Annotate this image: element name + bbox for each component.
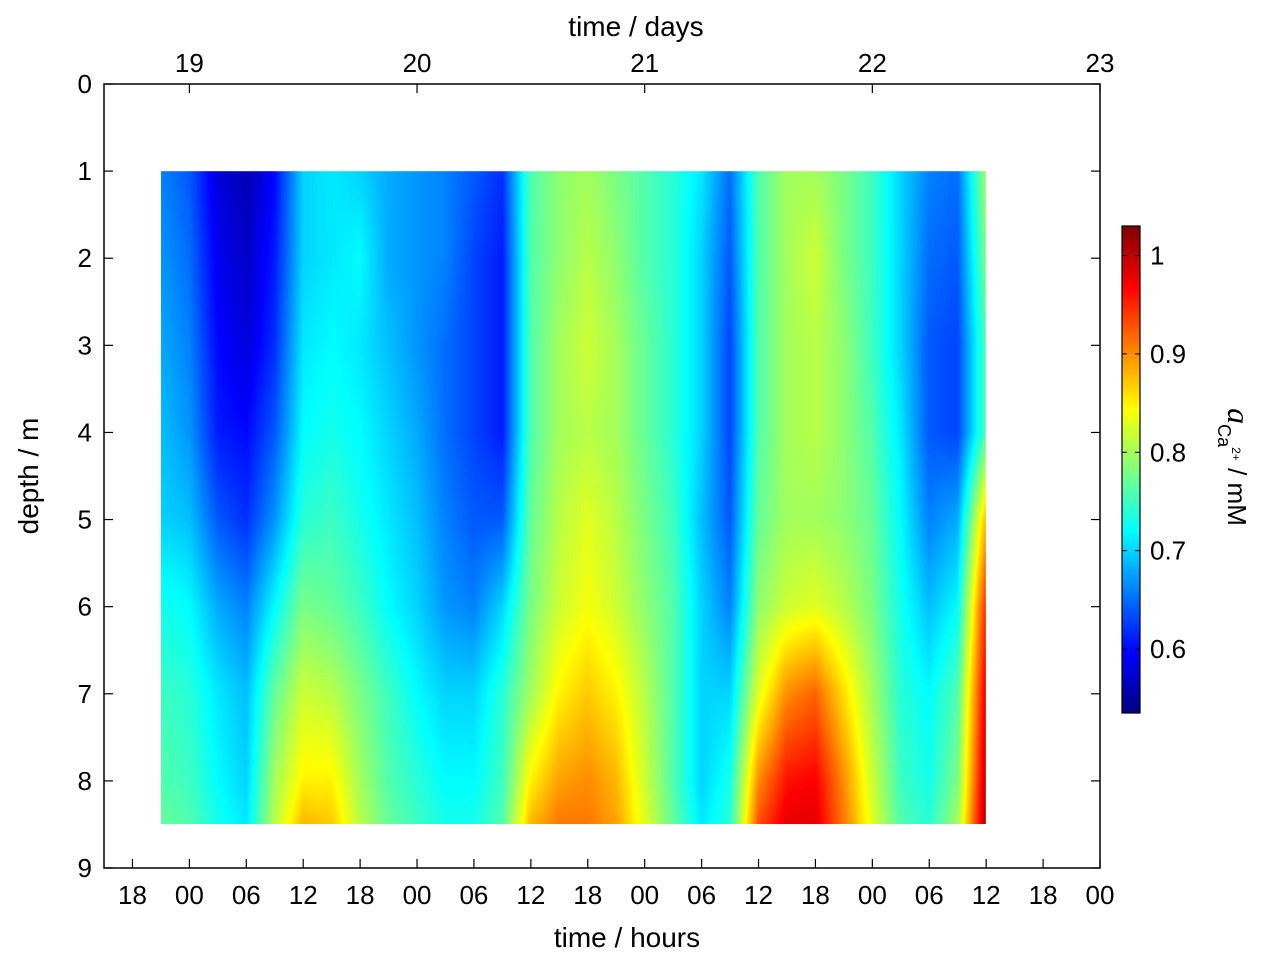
colorbar-title: aCa2+ / mM bbox=[1214, 408, 1257, 526]
bottom-tick-label: 06 bbox=[687, 880, 716, 910]
bottom-tick-label: 18 bbox=[573, 880, 602, 910]
bottom-tick-label: 06 bbox=[232, 880, 261, 910]
colorbar-tick-label: 0.6 bbox=[1150, 634, 1186, 664]
x-axis-title-top: time / days bbox=[568, 11, 703, 42]
bottom-tick-label: 12 bbox=[289, 880, 318, 910]
y-axis-title: depth / m bbox=[13, 418, 44, 535]
bottom-tick-label: 12 bbox=[744, 880, 773, 910]
left-tick-label: 2 bbox=[78, 243, 92, 273]
bottom-tick-label: 18 bbox=[118, 880, 147, 910]
bottom-tick-label: 00 bbox=[403, 880, 432, 910]
left-tick-label: 3 bbox=[78, 330, 92, 360]
left-tick-label: 5 bbox=[78, 505, 92, 535]
bottom-tick-label: 18 bbox=[801, 880, 830, 910]
plot-frame bbox=[103, 83, 1101, 869]
bottom-tick-label: 00 bbox=[858, 880, 887, 910]
top-tick-label: 23 bbox=[1086, 48, 1115, 78]
bottom-tick-label: 12 bbox=[516, 880, 545, 910]
bottom-tick-label: 00 bbox=[630, 880, 659, 910]
top-tick-label: 19 bbox=[175, 48, 204, 78]
top-tick-label: 21 bbox=[630, 48, 659, 78]
colorbar-title-subscript: Ca bbox=[1214, 424, 1234, 448]
bottom-tick-label: 00 bbox=[1086, 880, 1115, 910]
left-tick-label: 0 bbox=[78, 69, 92, 99]
left-tick-label: 7 bbox=[78, 679, 92, 709]
x-axis-title-bottom: time / hours bbox=[554, 922, 700, 953]
colorbar-title-unit: / mM bbox=[1222, 461, 1252, 526]
left-axis: 0 1 2 3 4 5 6 7 8 9 bbox=[78, 69, 1100, 883]
bottom-axis: 18 00 06 12 18 00 06 12 18 00 06 12 18 00 06 12 18 00 bbox=[118, 859, 1114, 910]
top-tick-label: 22 bbox=[858, 48, 887, 78]
left-tick-label: 8 bbox=[78, 766, 92, 796]
bottom-tick-label: 12 bbox=[972, 880, 1001, 910]
bottom-tick-label: 06 bbox=[459, 880, 488, 910]
colorbar-tick-label: 0.8 bbox=[1150, 437, 1186, 467]
bottom-tick-label: 00 bbox=[175, 880, 204, 910]
bottom-tick-label: 06 bbox=[915, 880, 944, 910]
bottom-tick-label: 18 bbox=[1029, 880, 1058, 910]
left-tick-label: 6 bbox=[78, 592, 92, 622]
top-tick-label: 20 bbox=[403, 48, 432, 78]
colorbar: 0.6 0.7 0.8 0.9 1 aCa2+ / mM bbox=[1121, 225, 1257, 714]
colorbar-title-superscript: 2+ bbox=[1229, 447, 1243, 461]
top-axis: 19 20 21 22 23 bbox=[175, 48, 1115, 93]
colorbar-title-symbol: a bbox=[1221, 408, 1257, 424]
colorbar-ticks: 0.6 0.7 0.8 0.9 1 bbox=[1122, 241, 1186, 664]
bottom-tick-label: 18 bbox=[346, 880, 375, 910]
colorbar-tick-label: 1 bbox=[1150, 241, 1164, 271]
left-tick-label: 9 bbox=[78, 853, 92, 883]
left-tick-label: 1 bbox=[78, 156, 92, 186]
colorbar-gradient bbox=[1121, 225, 1141, 714]
left-tick-label: 4 bbox=[78, 417, 92, 447]
colorbar-tick-label: 0.7 bbox=[1150, 536, 1186, 566]
colorbar-tick-label: 0.9 bbox=[1150, 339, 1186, 369]
svg-text:aCa2+ / mM: aCa2+ / mM bbox=[1214, 408, 1257, 526]
heatmap-surface bbox=[160, 171, 986, 825]
